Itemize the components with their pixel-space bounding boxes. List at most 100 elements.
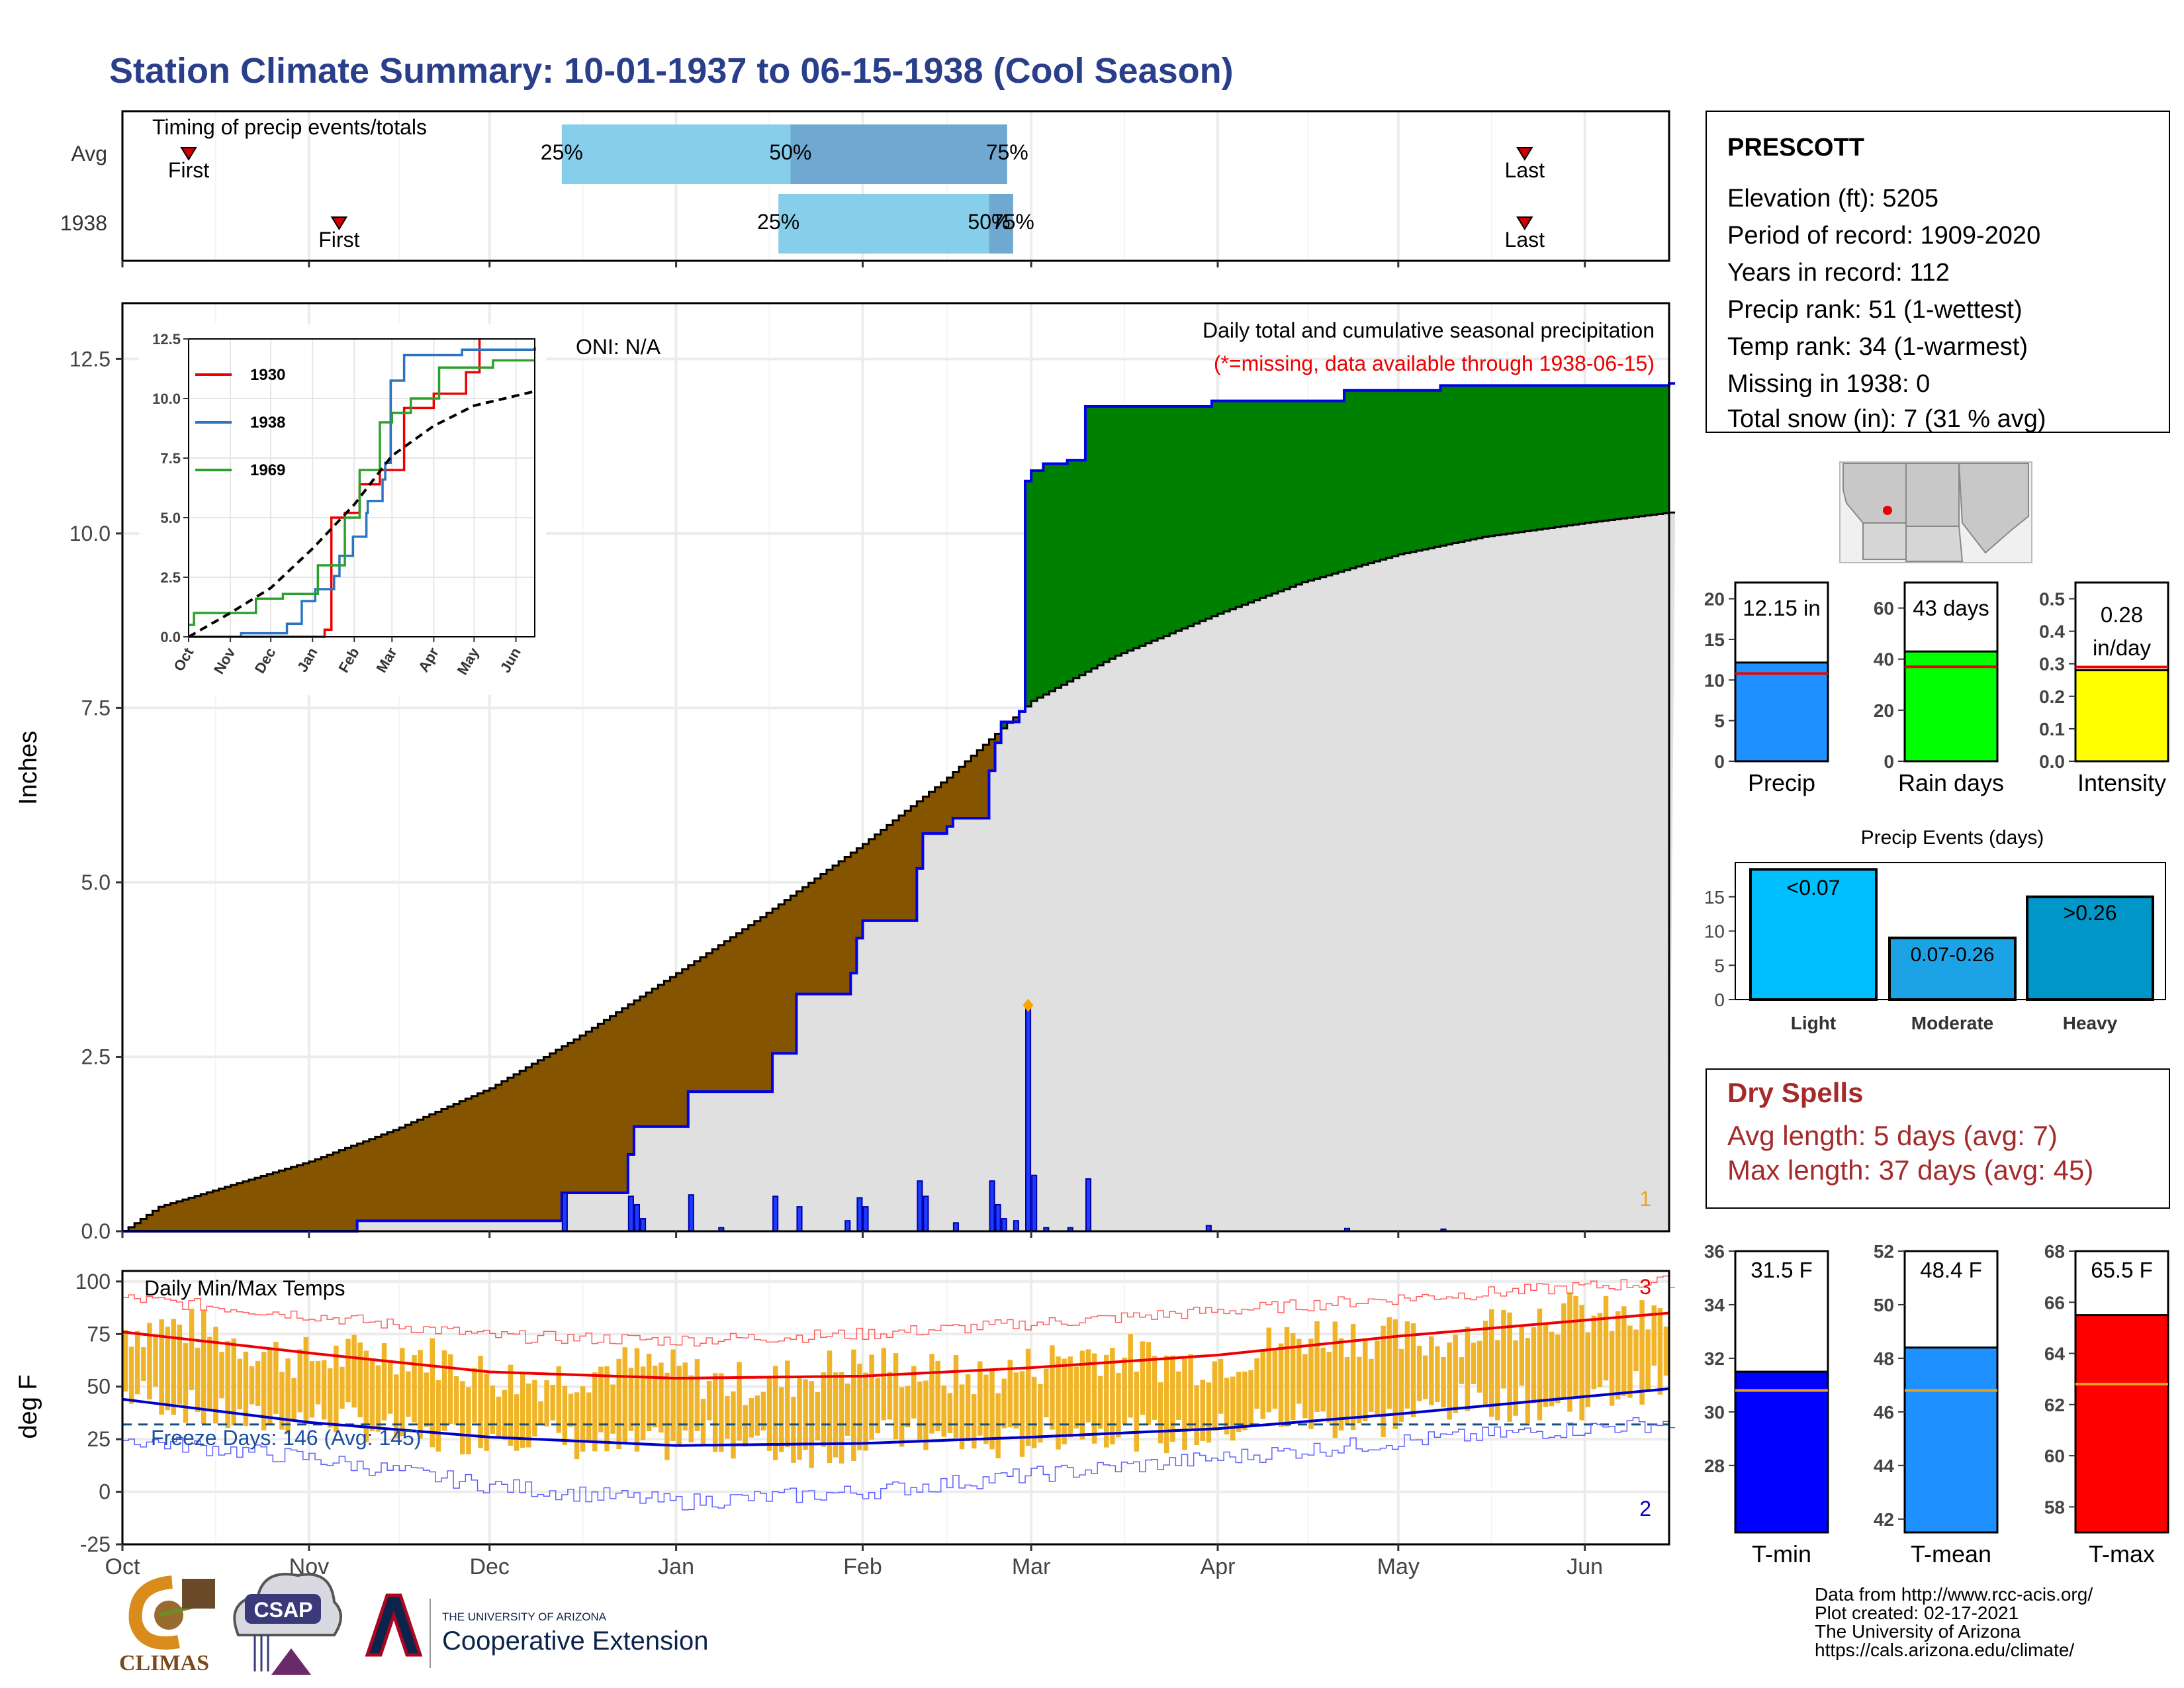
timing-row-label-avg: Avg	[71, 142, 107, 165]
daily-temp-bar	[1633, 1329, 1639, 1372]
daily-temp-bar	[1116, 1372, 1121, 1438]
daily-temp-bar	[737, 1362, 742, 1441]
daily-temp-bar	[887, 1372, 893, 1420]
precip-events-title: Precip Events (days)	[1861, 827, 2044, 849]
tmin-mean-y-tick-label: 34	[1704, 1295, 1725, 1315]
above-average-band	[1332, 400, 1339, 574]
below-average-band	[381, 1134, 388, 1221]
daily-precip-bar	[1025, 1007, 1032, 1232]
above-average-band	[1187, 406, 1195, 626]
daily-temp-bar	[875, 1378, 880, 1434]
daily-temp-bar	[881, 1348, 887, 1421]
below-average-band	[742, 929, 749, 1092]
below-average-band	[886, 825, 893, 921]
month-label: Oct	[105, 1554, 140, 1579]
above-average-band	[1055, 463, 1062, 688]
below-average-band	[592, 1027, 598, 1194]
daily-temp-bar	[659, 1362, 664, 1433]
below-average-band	[429, 1114, 436, 1221]
timing-bar-25-50	[778, 194, 989, 254]
month-label: May	[1377, 1554, 1420, 1579]
inset-y-tick-label: 7.5	[160, 450, 181, 467]
below-average-band	[814, 878, 821, 994]
below-average-band	[989, 739, 996, 771]
daily-temp-bar	[1248, 1370, 1253, 1426]
daily-temp-bar	[959, 1384, 965, 1450]
below-average-band	[640, 996, 647, 1127]
daily-temp-bar	[1657, 1308, 1663, 1395]
month-axis: Oct Nov Dec Jan Feb Mar Apr May Jun	[105, 1544, 1603, 1579]
daily-temp-bar	[1170, 1355, 1175, 1442]
daily-temp-bar	[1230, 1376, 1236, 1441]
above-average-band	[1621, 385, 1627, 519]
above-average-band	[1572, 385, 1580, 525]
daily-temp-bar	[1663, 1326, 1669, 1376]
csap-logo-text: CSAP	[254, 1598, 313, 1622]
timing-panel: Timing of precip events/totals Avg 1938 …	[60, 110, 1670, 267]
daily-temp-bar	[1422, 1355, 1428, 1399]
daily-temp-bar	[1062, 1358, 1067, 1444]
daily-temp-bar	[424, 1372, 429, 1427]
below-average-band	[549, 1053, 557, 1221]
event-label-light: Light	[1791, 1013, 1836, 1033]
daily-temp-bar	[1561, 1303, 1567, 1398]
above-average-band	[1374, 390, 1381, 562]
daily-temp-bar	[297, 1349, 303, 1413]
dry-spells-max: Max length: 37 days (avg: 45)	[1727, 1154, 2093, 1186]
month-label: Feb	[843, 1554, 882, 1579]
daily-temp-bar	[1272, 1350, 1278, 1409]
station-precip-rank: Precip rank: 51 (1-wettest)	[1727, 296, 2023, 324]
normal-tmin-line	[122, 1387, 1670, 1447]
daily-temp-bar	[291, 1378, 296, 1422]
daily-temp-bar	[1495, 1340, 1500, 1421]
above-average-band	[1271, 400, 1279, 594]
precip-total-y-tick-label: 5	[1714, 711, 1725, 731]
daily-temp-bar	[520, 1373, 525, 1448]
daily-temp-bar	[1013, 1372, 1019, 1429]
daily-temp-bar	[201, 1310, 206, 1424]
below-average-band	[844, 857, 851, 994]
daily-temp-bar	[754, 1395, 760, 1436]
daily-temp-bar	[863, 1372, 868, 1451]
daily-temp-bar	[935, 1360, 940, 1431]
below-average-band	[946, 777, 954, 827]
daily-temp-bar	[351, 1335, 357, 1408]
timing-row-label-year: 1938	[60, 211, 107, 235]
daily-temp-bar	[1068, 1356, 1073, 1438]
daily-temp-bar	[1302, 1354, 1308, 1419]
daily-temp-bar	[803, 1379, 808, 1450]
daily-temp-bar	[387, 1362, 393, 1414]
daily-temp-bar	[989, 1370, 995, 1450]
daily-temp-bar	[1435, 1346, 1440, 1402]
above-average-band	[1296, 400, 1302, 585]
below-average-band	[790, 896, 797, 1054]
below-average-band	[574, 1039, 580, 1194]
oni-label: ONI: N/A	[576, 335, 661, 359]
daily-precip-bar	[995, 1203, 1001, 1233]
daily-temp-bar	[682, 1362, 688, 1430]
daily-temp-bar	[778, 1387, 784, 1452]
daily-temp-bar	[1297, 1338, 1302, 1404]
below-average-band	[543, 1056, 551, 1221]
daily-temp-bar	[1356, 1356, 1362, 1424]
temp-y-axis-label: deg F	[15, 1374, 42, 1438]
daily-temp-bar	[237, 1358, 243, 1410]
daily-temp-bar	[400, 1348, 405, 1436]
daily-temp-bar	[1453, 1335, 1458, 1413]
event-bar-heavy	[2026, 895, 2154, 1001]
daily-temp-bar	[159, 1319, 164, 1415]
below-average-band	[766, 913, 773, 1092]
below-average-band	[291, 1166, 298, 1231]
tmin-value-text: 31.5 F	[1751, 1258, 1813, 1282]
csap-logo: CSAP	[233, 1573, 342, 1675]
above-average-band	[1561, 385, 1568, 527]
daily-temp-bar	[1031, 1376, 1037, 1448]
daily-temp-bar	[1531, 1327, 1537, 1403]
events-y-tick-label: 5	[1714, 955, 1725, 976]
month-label: Jun	[1567, 1554, 1603, 1579]
above-average-band	[1615, 385, 1621, 520]
daily-temp-bar	[1447, 1342, 1452, 1420]
daily-temp-bar	[1326, 1352, 1332, 1423]
below-average-band	[134, 1223, 141, 1231]
